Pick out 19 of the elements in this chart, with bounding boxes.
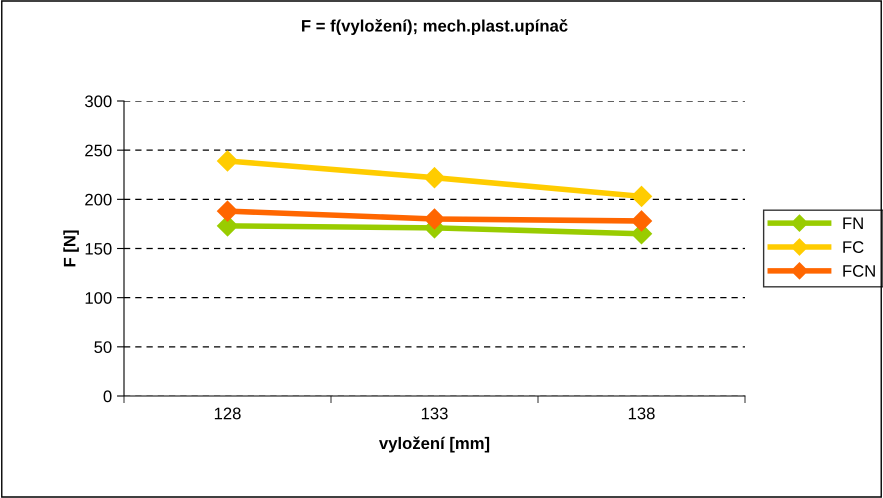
point [424,167,446,188]
y-tick-label: 0 [104,390,112,402]
y-tick-label: 200 [85,194,112,206]
y-tick-label: 150 [86,242,112,255]
legend-label: FCN [843,265,875,277]
legend-label: FN [843,217,863,229]
y-axis-title: F [N] [63,230,79,266]
y-tick-label: 300 [85,95,112,108]
y-tick-label: 250 [85,144,112,156]
x-axis-title: vyložení [mm] [379,436,490,452]
y-tick-label: 100 [86,292,112,304]
chart-title: F = f(vyložení); mech.plast.upínač [302,19,568,36]
point [630,186,652,207]
x-tick-label: 133 [422,408,448,420]
x-tick-label: 138 [628,408,655,420]
point [216,150,238,172]
legend-label: FC [843,241,864,253]
x-tick-label: 128 [214,408,241,420]
y-tick-label: 50 [94,341,112,354]
